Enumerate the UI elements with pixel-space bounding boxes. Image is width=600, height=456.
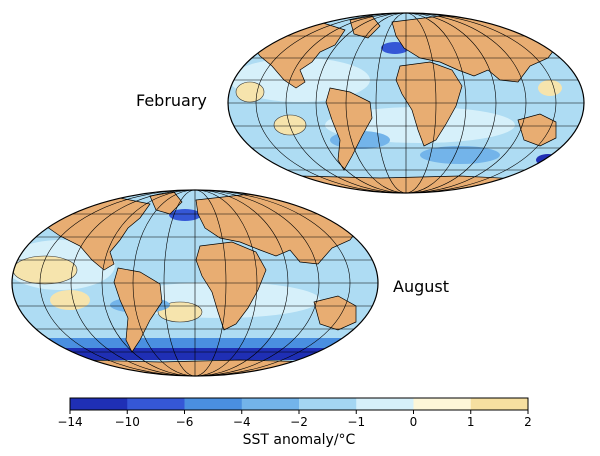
feb-land-africa [395,61,463,147]
colorbar-bin [413,398,472,410]
feb-warm-patch [538,80,562,96]
aug-land-australia [313,295,357,331]
aug-graticule [12,190,378,376]
aug-land-south-america [113,267,163,353]
colorbar-tick-label: 1 [467,415,475,429]
feb-map-outline [227,12,585,194]
panel-label-august: August [393,277,449,296]
feb-warm-patch [273,114,307,136]
feb-warm-patch [235,81,265,103]
colorbar-tick-label: −1 [347,415,365,429]
colorbar-tick-label: −14 [57,415,82,429]
colorbar-tick-label: 2 [524,415,532,429]
colorbar-tick-label: −2 [290,415,308,429]
colorbar-title: SST anomaly/°C [243,432,356,448]
aug-anomaly-patch [169,209,201,221]
colorbar-tick-label: −6 [176,415,194,429]
february-map [227,12,585,194]
aug-map-outline [11,189,379,377]
colorbar-bin [356,398,414,410]
colorbar-segments [70,398,529,410]
feb-anomaly-patch [536,154,560,166]
colorbar-tick-label: 0 [410,415,418,429]
colorbar-bin [70,398,128,410]
colorbar-bin [184,398,243,410]
aug-land-africa [195,241,267,331]
colorbar-bin [299,398,357,410]
colorbar-bin [127,398,185,410]
august-map [11,189,379,377]
feb-land-australia [517,113,557,147]
colorbar-ticks: −14 −10 −6 −4 −2 −1 0 1 2 [57,410,532,429]
colorbar: −14 −10 −6 −4 −2 −1 0 1 2 SST anomaly/°C [57,397,532,448]
feb-anomaly-patch [420,146,500,164]
feb-land-south-america [325,87,373,171]
aug-anomaly-band [12,338,378,348]
colorbar-tick-label: −10 [115,415,140,429]
colorbar-tick-label: −4 [233,415,251,429]
feb-land-greenland [349,15,381,39]
aug-warm-patch [50,290,90,310]
colorbar-bin [470,398,529,410]
panel-label-february: February [136,91,207,110]
colorbar-bin [241,398,300,410]
aug-land-antarctica [12,359,378,376]
